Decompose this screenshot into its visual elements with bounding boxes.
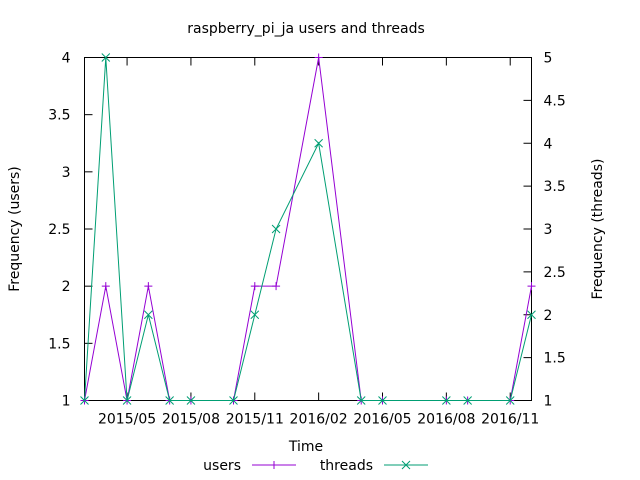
y-right-tick-label: 1 <box>544 394 553 410</box>
data-point-users <box>101 282 110 291</box>
y-left-tick-label: 2.5 <box>48 222 70 238</box>
y-left-tick-label: 1.5 <box>48 336 70 352</box>
legend: users threads <box>203 458 428 474</box>
y-axis-label-left: Frequency (users) <box>7 166 23 292</box>
chart-title: raspberry_pi_ja users and threads <box>187 21 425 37</box>
x-tick-label: 2015/05 <box>98 412 156 428</box>
y-right-tick-label: 4 <box>544 136 553 152</box>
x-tick-label: 2016/11 <box>481 412 539 428</box>
series-line-users <box>84 57 532 401</box>
legend-marker-threads <box>401 460 411 470</box>
y-right-tick-label: 4.5 <box>544 93 566 109</box>
left-y-axis: 1 1.5 2 2.5 3 3.5 4 <box>48 51 93 410</box>
data-point-threads <box>442 396 451 405</box>
data-point-threads <box>80 396 89 405</box>
y-axis-label-right: Frequency (threads) <box>590 159 606 300</box>
legend-label-users: users <box>203 458 241 474</box>
data-point-threads <box>505 396 515 405</box>
y-right-tick-label: 3.5 <box>544 179 566 195</box>
y-left-tick-label: 3 <box>62 165 71 181</box>
data-point-threads <box>186 396 196 405</box>
data-point-threads <box>250 310 260 320</box>
y-right-tick-label: 5 <box>544 51 553 67</box>
y-left-tick-label: 1 <box>62 394 71 410</box>
data-point-threads <box>527 310 536 320</box>
data-point-users <box>527 282 536 291</box>
plot-area-border <box>84 57 532 401</box>
y-right-tick-label: 2.5 <box>544 265 566 281</box>
x-axis: 2015/05 2015/08 2015/11 2016/02 2016/05 2016/… <box>98 57 539 428</box>
y-left-tick-label: 4 <box>62 51 71 67</box>
legend-label-threads: threads <box>320 458 373 474</box>
x-tick-label: 2016/02 <box>290 412 348 428</box>
x-axis-label: Time <box>288 439 323 455</box>
y-right-tick-label: 3 <box>544 222 553 238</box>
x-tick-label: 2016/08 <box>417 412 475 428</box>
series-layer <box>80 53 536 405</box>
data-point-threads <box>122 396 132 405</box>
data-point-threads <box>101 53 111 62</box>
data-point-threads <box>144 310 153 320</box>
data-point-threads <box>271 224 281 234</box>
data-point-threads <box>378 396 387 405</box>
x-tick-label: 2016/05 <box>353 412 411 428</box>
y-right-tick-label: 2 <box>544 308 553 324</box>
data-point-threads <box>314 138 323 148</box>
series-line-threads <box>84 57 532 401</box>
right-y-axis: 1 1.5 2 2.5 3 3.5 4 4.5 5 <box>523 51 566 410</box>
y-right-tick-label: 1.5 <box>544 351 566 367</box>
data-point-users <box>250 282 259 291</box>
x-tick-label: 2015/11 <box>226 412 284 428</box>
data-point-threads <box>463 396 472 405</box>
data-point-users <box>144 282 153 291</box>
y-left-tick-label: 3.5 <box>48 108 70 124</box>
data-point-users <box>272 282 281 291</box>
x-tick-label: 2015/08 <box>162 412 220 428</box>
data-point-threads <box>229 396 238 405</box>
y-left-tick-label: 2 <box>62 279 71 295</box>
data-point-threads <box>165 396 174 405</box>
data-point-threads <box>356 396 366 405</box>
data-point-users <box>314 53 323 62</box>
legend-marker-users <box>270 461 278 469</box>
